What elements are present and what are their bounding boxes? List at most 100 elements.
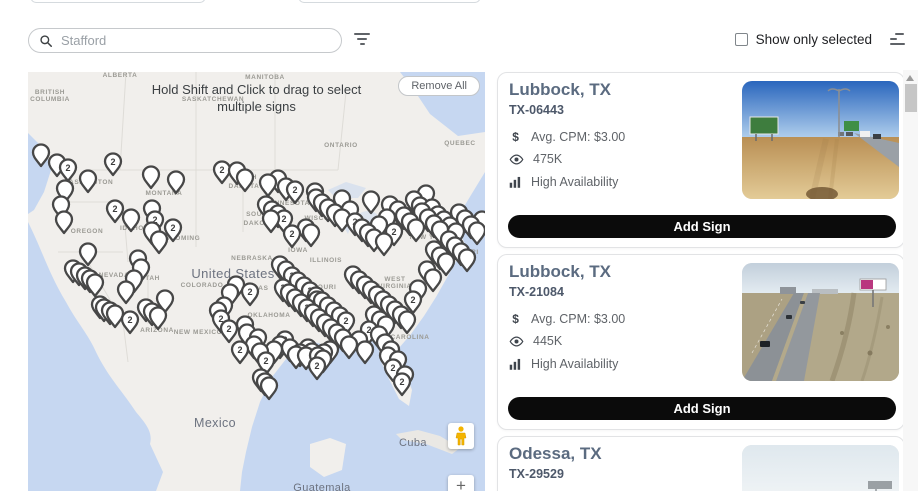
zoom-in-button[interactable]: + bbox=[448, 475, 474, 491]
scrollbar-up-icon[interactable] bbox=[906, 75, 914, 81]
sign-card-lubbock-2[interactable]: Lubbock, TX TX-21084 $ Avg. CPM: $3.00 4… bbox=[497, 254, 905, 430]
map-pin[interactable] bbox=[149, 230, 169, 255]
map-pin[interactable] bbox=[457, 248, 477, 273]
remove-all-button[interactable]: Remove All bbox=[398, 76, 480, 96]
show-only-selected-toggle[interactable]: Show only selected bbox=[734, 32, 872, 47]
map-pin[interactable] bbox=[374, 232, 394, 257]
svg-text:2: 2 bbox=[218, 314, 223, 324]
map-pin[interactable]: 2 bbox=[212, 160, 232, 185]
add-sign-button[interactable]: Add Sign bbox=[508, 215, 896, 238]
svg-text:2: 2 bbox=[170, 223, 175, 233]
map-pin[interactable] bbox=[423, 268, 443, 293]
filter-icon[interactable] bbox=[352, 33, 372, 49]
map-region-label: ALBERTA bbox=[103, 72, 138, 79]
card-cpm: Avg. CPM: $3.00 bbox=[531, 312, 626, 326]
map-pins-layer[interactable]: 2222222222222222222222222222222 bbox=[31, 143, 485, 401]
truncated-field-left[interactable] bbox=[30, 0, 206, 3]
map-region-label: NEBRASKA bbox=[231, 255, 273, 262]
map-pin[interactable]: 2 bbox=[240, 282, 260, 307]
card-sign-id: TX-06443 bbox=[509, 103, 564, 117]
svg-text:2: 2 bbox=[226, 324, 231, 334]
map-pin[interactable]: 2 bbox=[282, 224, 302, 249]
svg-text:$: $ bbox=[512, 312, 519, 326]
svg-text:2: 2 bbox=[292, 185, 297, 195]
map-pin[interactable] bbox=[78, 242, 98, 267]
map-pin[interactable]: 2 bbox=[285, 180, 305, 205]
truncated-field-right[interactable] bbox=[298, 0, 481, 3]
map-place-label: United States bbox=[191, 266, 274, 281]
search-input[interactable] bbox=[61, 33, 331, 48]
svg-text:2: 2 bbox=[127, 315, 132, 325]
map-pin[interactable] bbox=[78, 169, 98, 194]
map-pin[interactable] bbox=[148, 306, 168, 331]
map-pin[interactable]: 2 bbox=[392, 372, 412, 397]
map-pin[interactable] bbox=[54, 210, 74, 235]
map-region-label: IOWA bbox=[288, 247, 308, 254]
map-region-label: MINNESOTA bbox=[266, 200, 310, 207]
sign-card-odessa[interactable]: Odessa, TX TX-29529 bbox=[497, 436, 905, 491]
svg-text:2: 2 bbox=[112, 204, 117, 214]
map-pin[interactable] bbox=[259, 376, 279, 401]
search-box[interactable] bbox=[28, 28, 342, 53]
map-pin[interactable] bbox=[166, 170, 186, 195]
add-sign-button[interactable]: Add Sign bbox=[508, 397, 896, 420]
card-availability: High Availability bbox=[531, 357, 619, 371]
show-only-selected-checkbox[interactable] bbox=[734, 33, 748, 46]
map-pin[interactable] bbox=[31, 143, 51, 168]
map-region-label: SASKATCHEWAN bbox=[182, 96, 244, 103]
svg-text:2: 2 bbox=[410, 295, 415, 305]
svg-text:2: 2 bbox=[366, 325, 371, 335]
signs-map[interactable]: ALBERTA MANITOBA BRITISH COLUMBIA SASKATCHEW… bbox=[28, 72, 485, 491]
svg-text:2: 2 bbox=[343, 316, 348, 326]
sign-photo bbox=[742, 263, 899, 381]
svg-text:$: $ bbox=[512, 130, 519, 144]
map-region-label: WEST bbox=[384, 276, 405, 283]
map-pin[interactable] bbox=[258, 173, 278, 198]
map-region-label: NEW YORK bbox=[410, 234, 450, 241]
map-pin[interactable]: 2 bbox=[103, 152, 123, 177]
map-place-label: Guatemala bbox=[293, 482, 351, 491]
pegman-control[interactable] bbox=[448, 423, 474, 449]
map-pin[interactable] bbox=[235, 168, 255, 193]
map-region-label: SOUTH bbox=[246, 211, 272, 218]
map-pin[interactable]: 2 bbox=[163, 218, 183, 243]
card-sign-id: TX-21084 bbox=[509, 285, 564, 299]
map-pin[interactable] bbox=[436, 252, 456, 277]
show-only-selected-label: Show only selected bbox=[755, 32, 872, 47]
sort-icon[interactable] bbox=[890, 32, 906, 47]
svg-text:2: 2 bbox=[391, 227, 396, 237]
map-pin[interactable]: 2 bbox=[403, 290, 423, 315]
map-pin[interactable] bbox=[141, 165, 161, 190]
map-region-label: UTAH bbox=[140, 275, 160, 282]
map-pin[interactable] bbox=[85, 273, 105, 298]
map-pin[interactable] bbox=[397, 310, 417, 335]
map-pin[interactable] bbox=[116, 280, 136, 305]
map-pin[interactable] bbox=[301, 223, 321, 248]
list-scrollbar[interactable] bbox=[903, 70, 918, 491]
map-pin[interactable] bbox=[261, 209, 281, 234]
svg-text:2: 2 bbox=[399, 377, 404, 387]
svg-text:2: 2 bbox=[152, 215, 157, 225]
map-region-label: QUEBEC bbox=[444, 140, 475, 147]
map-pin[interactable] bbox=[361, 190, 381, 215]
map-pin[interactable]: 2 bbox=[219, 319, 239, 344]
map-pin[interactable] bbox=[155, 289, 175, 314]
sign-card-lubbock-1[interactable]: Lubbock, TX TX-06443 $ Avg. CPM: $3.00 4… bbox=[497, 72, 905, 248]
map-pin[interactable] bbox=[355, 340, 375, 365]
map-pin[interactable] bbox=[467, 221, 485, 246]
map-pin[interactable]: 2 bbox=[120, 310, 140, 335]
map-pin[interactable]: 2 bbox=[58, 158, 78, 183]
map-pin[interactable]: 2 bbox=[307, 356, 327, 381]
map-pin[interactable] bbox=[406, 218, 426, 243]
map-pin[interactable]: 2 bbox=[230, 340, 250, 365]
map-pin[interactable] bbox=[339, 335, 359, 360]
map-pin[interactable]: 2 bbox=[105, 199, 125, 224]
sign-cards-list: Lubbock, TX TX-06443 $ Avg. CPM: $3.00 4… bbox=[497, 0, 905, 491]
map-place-label: Cuba bbox=[399, 437, 427, 449]
scrollbar-thumb[interactable] bbox=[904, 84, 917, 112]
svg-text:2: 2 bbox=[219, 165, 224, 175]
dollar-icon: $ bbox=[512, 312, 519, 326]
card-views: 475K bbox=[533, 152, 563, 166]
map-pin[interactable] bbox=[121, 208, 141, 233]
